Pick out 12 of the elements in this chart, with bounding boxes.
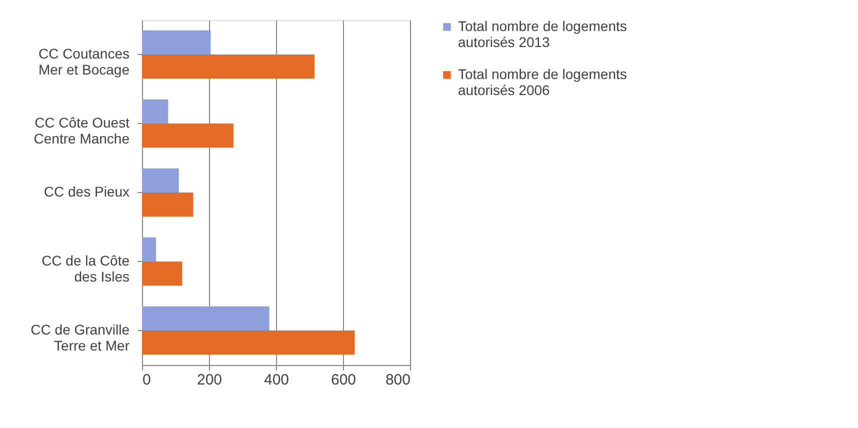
y-tick-label: CC Coutances Mer et Bocage [38,46,130,78]
legend-label: Total nombre de logements autorisés 2006 [458,66,627,98]
y-tick-label: CC des Pieux [44,184,130,200]
x-tick-label: 200 [196,372,222,388]
y-tick-label: CC de la Côte des Isles [42,252,130,284]
y-tick-label: CC de Granville Terre et Mer [30,322,130,354]
x-tick-label: 600 [330,372,356,388]
x-tick-label: 400 [264,372,290,388]
x-tick-label: 0 [142,372,151,388]
legend-label: Total nombre de logements autorisés 2013 [458,18,627,50]
y-tick-label: CC Côte Ouest Centre Manche [34,114,130,146]
x-tick-label: 800 [385,372,410,388]
